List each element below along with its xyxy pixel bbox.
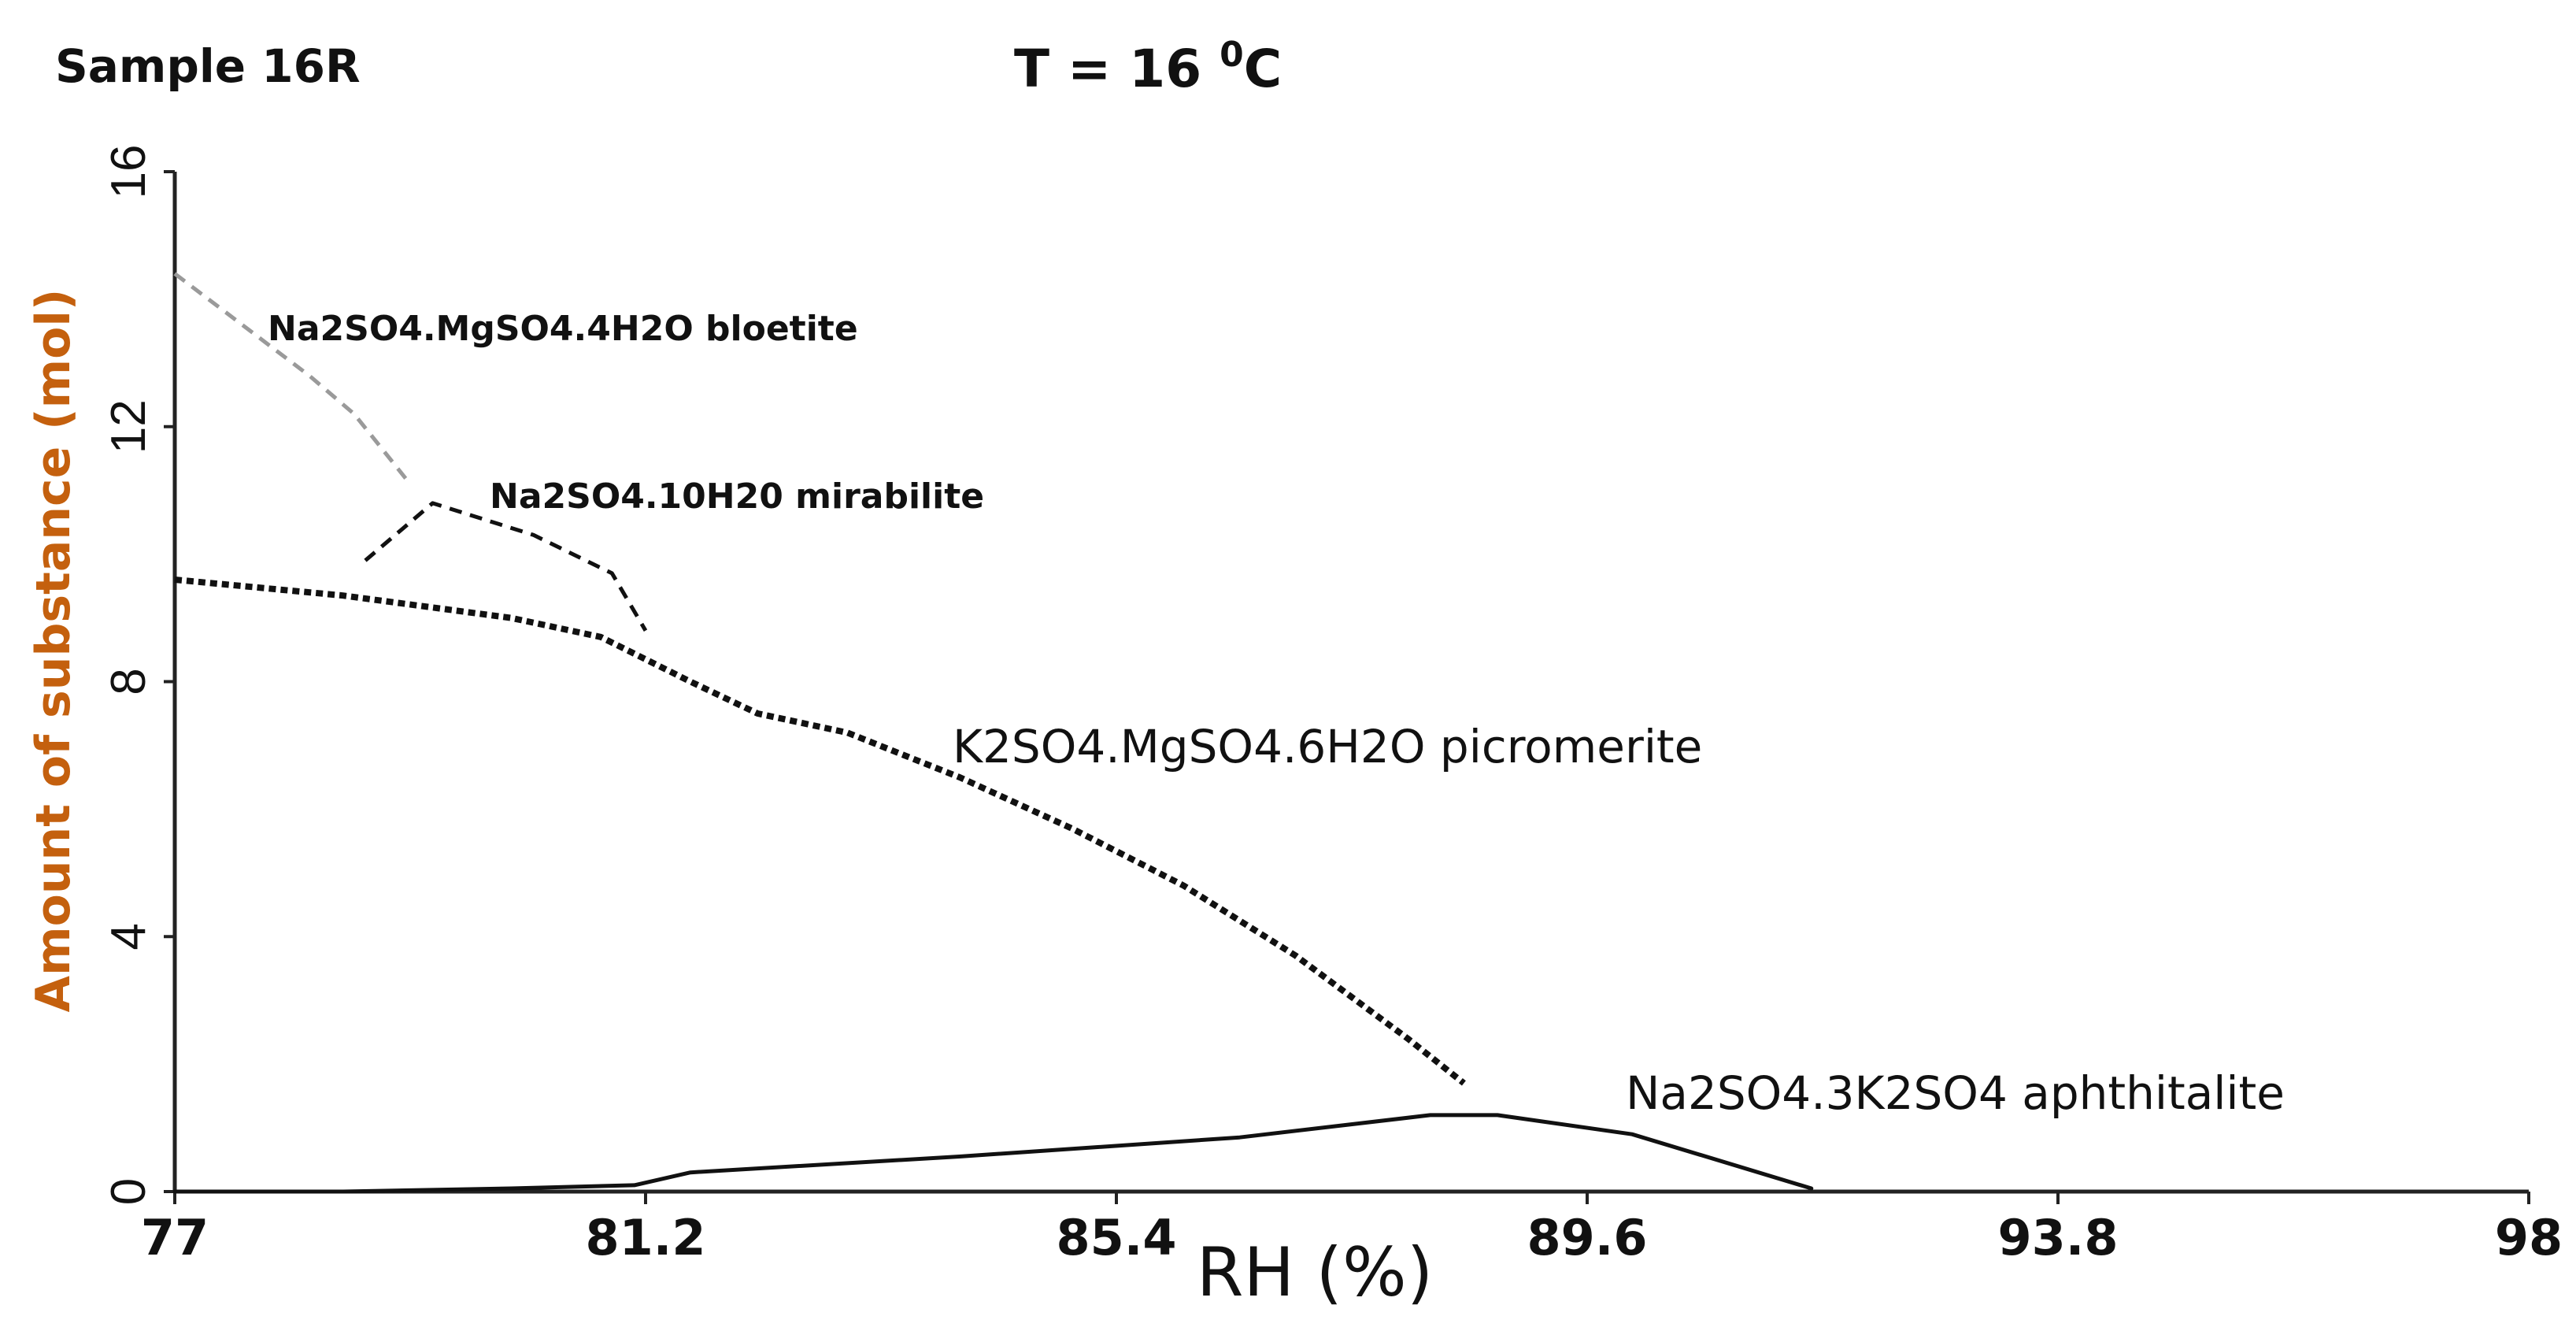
y-tick-label: 12 (102, 399, 156, 454)
y-tick-label: 4 (102, 923, 156, 950)
label-aphthitalite: Na2SO4.3K2SO4 aphthitalite (1626, 1066, 2285, 1120)
x-axis-title: RH (%) (1197, 1233, 1434, 1312)
chart-title: T = 16 0C (1014, 35, 1282, 99)
sample-label: Sample 16R (55, 39, 361, 93)
label-mirabilite: Na2SO4.10H20 mirabilite (490, 476, 984, 517)
chart-title-degree: 0 (1220, 35, 1244, 75)
x-tick-label: 89.6 (1527, 1209, 1648, 1266)
x-tick-label: 77 (141, 1209, 209, 1266)
y-ticks: 0 4 8 12 16 (102, 145, 175, 1205)
series-line-1 (173, 272, 412, 486)
series-line-3 (174, 576, 1466, 1086)
label-bloetite: Na2SO4.MgSO4.4H2O bloetite (268, 309, 858, 349)
chart-title-prefix: T = 16 (1014, 39, 1220, 99)
y-tick-label: 8 (102, 668, 156, 695)
chart-title-unit: C (1244, 39, 1282, 99)
label-picromerite: K2SO4.MgSO4.6H2O picromerite (953, 720, 1702, 773)
series-layer (172, 272, 1814, 1194)
x-ticks: 77 81.2 85.4 89.6 93.8 98 (141, 1192, 2563, 1266)
series-line-4 (172, 1113, 1814, 1194)
series-line-2 (364, 501, 648, 632)
x-tick-label: 93.8 (1998, 1209, 2119, 1266)
x-tick-label: 98 (2495, 1209, 2563, 1266)
y-axis-title: Amount of substance (mol) (26, 289, 81, 1013)
x-tick-label: 85.4 (1057, 1209, 1177, 1266)
y-tick-label: 0 (102, 1178, 156, 1205)
x-tick-label: 81.2 (586, 1209, 706, 1266)
y-tick-label: 16 (102, 145, 156, 199)
